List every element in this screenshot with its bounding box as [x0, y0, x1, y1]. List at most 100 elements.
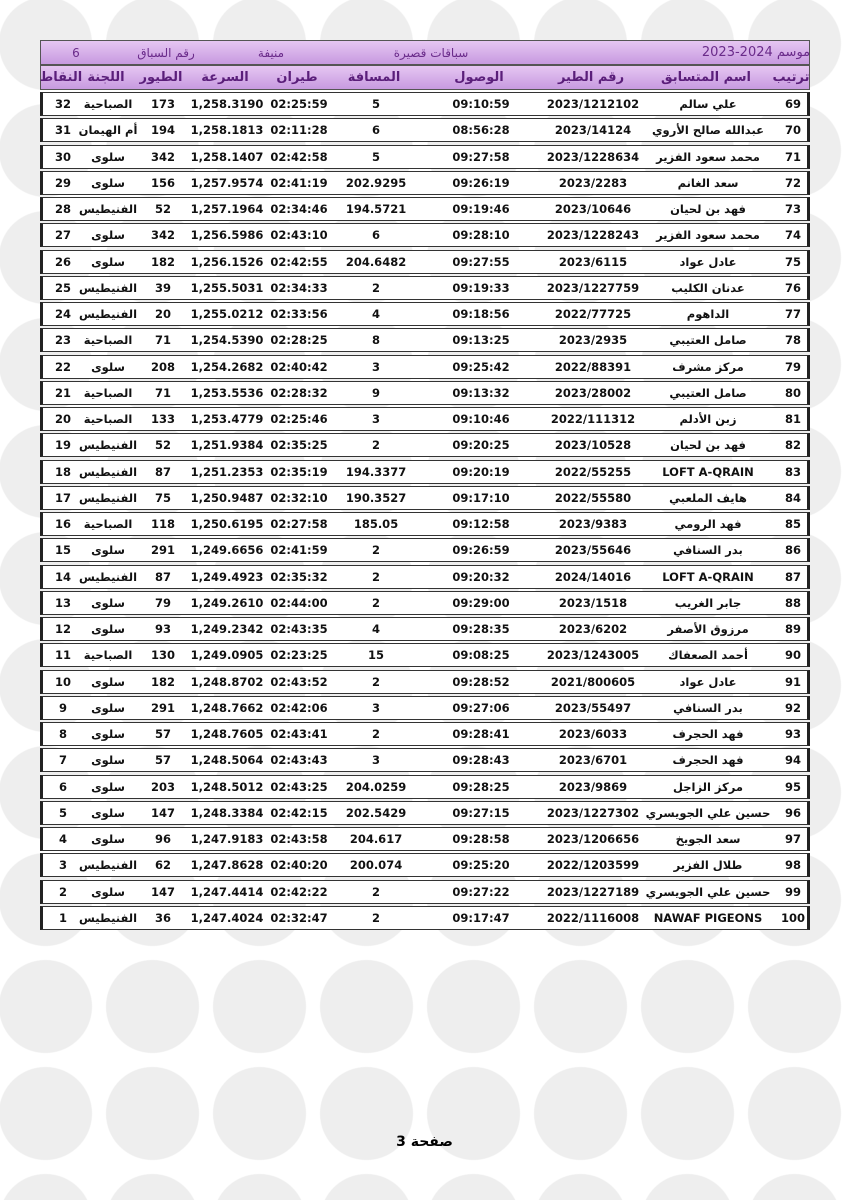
rank: 71 — [785, 149, 802, 164]
table-row: 87 LOFT A-QRAIN 2024/14016 09:20:32 2 02:35:3… — [40, 564, 810, 589]
arrival: 09:28:10 — [452, 228, 510, 243]
flight: 02:43:25 — [270, 779, 328, 794]
birds: 96 — [155, 832, 172, 846]
committee: سلوى — [91, 805, 125, 820]
rank: 74 — [785, 228, 802, 243]
distance: 204.617 — [349, 832, 403, 846]
birds: 147 — [151, 805, 176, 820]
committee: الفنيطيس — [78, 569, 138, 584]
rank: 80 — [785, 385, 802, 400]
arrival: 09:28:25 — [452, 779, 510, 794]
distance: 2 — [372, 884, 381, 899]
speed: 1,248.3384 — [190, 805, 264, 820]
speed: 1,249.4923 — [190, 569, 264, 584]
rank: 82 — [785, 438, 802, 453]
distance: 4 — [372, 622, 381, 636]
birds: 194 — [151, 123, 176, 138]
committee: الفنيطيس — [78, 280, 138, 295]
distance: 2 — [372, 543, 381, 558]
name: LOFT A-QRAIN — [662, 464, 754, 479]
rank: 89 — [785, 622, 802, 636]
points: 31 — [55, 123, 72, 138]
committee: اللجنة — [87, 70, 125, 85]
table-row: 69 علي سالم 2023/1212102 09:10:59 5 02:25:59 1… — [40, 92, 810, 116]
arrival: 09:13:32 — [452, 385, 510, 400]
points: 28 — [55, 202, 72, 216]
points: 6 — [59, 779, 68, 794]
flight: 02:43:35 — [270, 622, 328, 636]
table-row: 76 عدنان الكليب 2023/1227759 09:19:33 2 02:34… — [40, 275, 810, 300]
committee: سلوى — [91, 832, 125, 846]
birds: 208 — [151, 359, 176, 374]
distance: 6 — [372, 228, 381, 243]
speed: 1,256.1526 — [190, 254, 264, 269]
flight: 02:27:58 — [270, 517, 328, 531]
race-type: سباقات قصيرة — [393, 45, 469, 60]
birds: 182 — [151, 674, 176, 689]
committee: سلوى — [91, 228, 125, 243]
ring: 2023/1243005 — [546, 648, 640, 663]
points: 8 — [59, 727, 68, 741]
arrival: 09:20:19 — [452, 464, 510, 479]
birds: 20 — [155, 307, 172, 321]
distance: 15 — [368, 648, 385, 663]
name: محمد سعود الفزير — [656, 228, 760, 243]
speed: 1,249.2342 — [190, 622, 264, 636]
name: بدر السنافي — [673, 700, 743, 715]
rank: 93 — [785, 727, 802, 741]
name: أحمد الصعفاك — [668, 648, 748, 663]
points: 7 — [59, 753, 68, 768]
name: اسم المتسابق — [660, 70, 752, 85]
speed: 1,250.6195 — [190, 517, 264, 531]
table-row: 97 سعد الجويخ 2023/1206656 09:28:58 204.617 0… — [40, 827, 810, 851]
speed: 1,258.3190 — [190, 97, 264, 111]
table-row: 79 مركز مشرف 2022/88391 09:25:42 3 02:40:42 1,… — [40, 354, 810, 379]
ring: 2023/1228634 — [546, 149, 640, 164]
rank: 96 — [785, 805, 802, 820]
season: موسم 2024-2023 — [701, 45, 811, 60]
distance: 202.5429 — [345, 805, 407, 820]
ring: 2022/55580 — [554, 490, 632, 505]
arrival: 09:27:55 — [452, 254, 510, 269]
rank: 94 — [785, 753, 802, 768]
committee: سلوى — [91, 175, 125, 190]
name: مركز الزاجل — [672, 779, 744, 794]
name: حسين علي الجويسري — [645, 805, 771, 820]
committee: سلوى — [91, 884, 125, 899]
table-row: 70 عبدالله صالح الأروي 2023/14124 08:56:28 6… — [40, 118, 810, 143]
birds: 147 — [151, 884, 176, 899]
speed: 1,257.1964 — [190, 202, 264, 216]
arrival: 09:27:58 — [452, 149, 510, 164]
flight: 02:42:15 — [270, 805, 328, 820]
rank: 77 — [785, 307, 802, 321]
speed: 1,255.5031 — [190, 280, 264, 295]
distance: 3 — [372, 700, 381, 715]
rank: 79 — [785, 359, 802, 374]
birds: 57 — [155, 727, 172, 741]
arrival: 09:08:25 — [452, 648, 510, 663]
birds: 71 — [155, 333, 172, 348]
distance: 4 — [372, 307, 381, 321]
flight: 02:42:22 — [270, 884, 328, 899]
ring: 2024/14016 — [554, 569, 632, 584]
table-row: 86 بدر السنافي 2023/55646 09:26:59 2 02:41:59… — [40, 538, 810, 563]
arrival: 09:26:19 — [452, 175, 510, 190]
distance: 2 — [372, 438, 381, 453]
table-row: 89 مرزوق الأصفر 2023/6202 09:28:35 4 02:43:35… — [40, 617, 810, 641]
ring: 2023/2935 — [558, 333, 628, 348]
rank: 85 — [785, 517, 802, 531]
flight: 02:25:46 — [270, 412, 328, 426]
flight: 02:35:25 — [270, 438, 328, 453]
speed: 1,249.0905 — [190, 648, 264, 663]
distance: 9 — [372, 385, 381, 400]
table-row: 82 فهد بن لحيان 2023/10528 09:20:25 2 02:35:2… — [40, 433, 810, 458]
distance: 2 — [372, 674, 381, 689]
birds: الطيور — [139, 70, 183, 85]
committee: سلوى — [91, 595, 125, 610]
distance: 204.6482 — [345, 254, 407, 269]
speed: 1,253.5536 — [190, 385, 264, 400]
table-row: 71 محمد سعود الفزير 2023/1228634 09:27:58 5 0… — [40, 144, 810, 169]
table-row: 93 فهد الحجرف 2023/6033 09:28:41 2 02:43:41 1,… — [40, 722, 810, 746]
committee: الصباحية — [83, 333, 133, 348]
points: 21 — [55, 385, 72, 400]
